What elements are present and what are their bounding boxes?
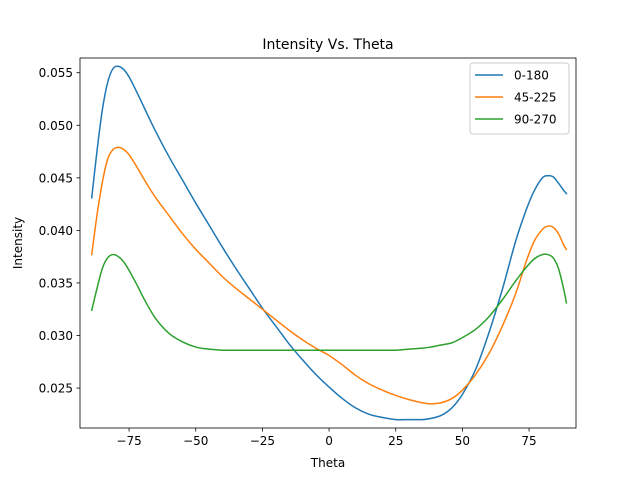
legend-box <box>469 62 570 135</box>
x-axis: −75 −50 −25 0 25 50 75 <box>116 428 537 448</box>
series-line-90-270 <box>90 253 568 352</box>
series-line-0-180 <box>90 65 568 421</box>
axes-frame <box>79 57 577 429</box>
x-tick-label: −75 <box>116 434 141 448</box>
y-tick-label: 0.025 <box>39 382 73 396</box>
x-tick-label: 25 <box>388 434 403 448</box>
x-tick-label: 75 <box>521 434 536 448</box>
series-lines <box>90 65 568 421</box>
legend: 0-180 45-225 90-270 <box>469 62 570 135</box>
plot-area <box>79 57 577 429</box>
y-axis-label: Intensity <box>11 217 25 269</box>
y-tick-label: 0.035 <box>39 276 73 290</box>
y-tick-label: 0.050 <box>39 119 73 133</box>
series-line-45-225 <box>90 146 568 405</box>
chart-title: Intensity Vs. Theta <box>262 37 393 53</box>
y-axis: 0.025 0.030 0.035 0.040 0.045 0.050 0.055 <box>39 66 80 396</box>
x-tick-label: 0 <box>325 434 333 448</box>
y-tick-label: 0.055 <box>39 66 73 80</box>
y-tick-label: 0.030 <box>39 329 73 343</box>
legend-label: 90-270 <box>514 113 557 127</box>
y-tick-label: 0.045 <box>39 171 73 185</box>
x-tick-label: 50 <box>455 434 470 448</box>
legend-label: 0-180 <box>514 69 549 83</box>
x-tick-label: −50 <box>183 434 208 448</box>
y-tick-label: 0.040 <box>39 224 73 238</box>
legend-label: 45-225 <box>514 91 557 105</box>
x-tick-label: −25 <box>250 434 275 448</box>
x-axis-label: Theta <box>310 456 345 470</box>
